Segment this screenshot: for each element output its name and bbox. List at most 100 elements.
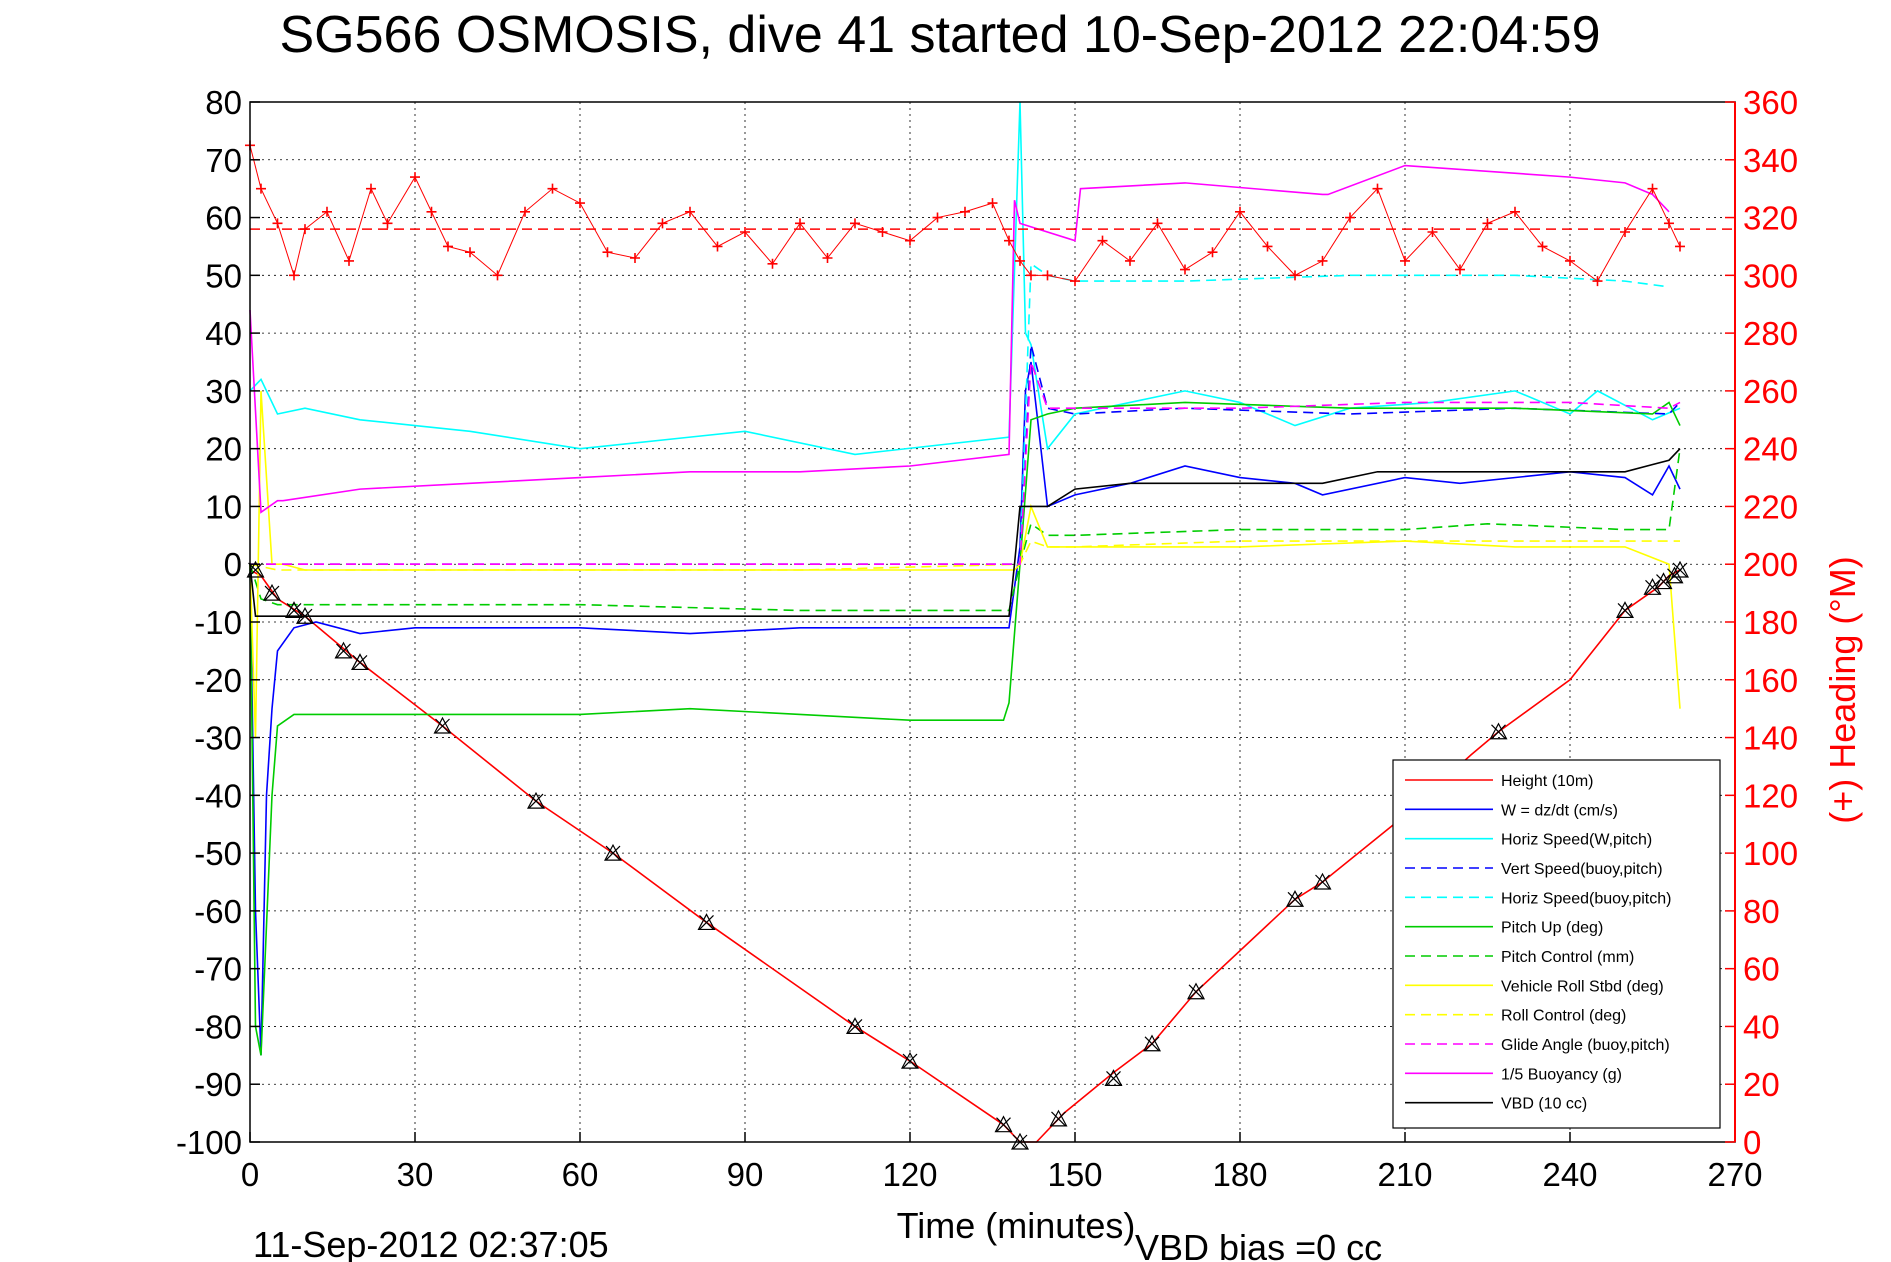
y-tick-label-right: 340 bbox=[1743, 142, 1798, 179]
heading-point bbox=[1675, 241, 1685, 252]
x-axis-label: Time (minutes) bbox=[897, 1205, 1136, 1246]
heading-point bbox=[1026, 270, 1036, 281]
x-tick-label: 120 bbox=[882, 1156, 937, 1193]
sample-x-marker bbox=[1315, 874, 1330, 890]
y-axis-right-label: (+) Heading (°M) bbox=[1822, 556, 1863, 823]
y-tick-label-right: 320 bbox=[1743, 200, 1798, 237]
legend: Height (10m) W = dz/dt (cm/s) Horiz Speed(… bbox=[1392, 759, 1721, 1129]
heading-point bbox=[520, 206, 530, 217]
heading-point bbox=[300, 224, 310, 235]
sample-triangle-marker bbox=[296, 606, 314, 624]
y-tick-label-right: 120 bbox=[1743, 777, 1798, 814]
sample-triangle-marker bbox=[1143, 1034, 1161, 1052]
heading-point bbox=[1455, 264, 1465, 275]
x-tick-label: 180 bbox=[1212, 1156, 1267, 1193]
sample-triangle-marker bbox=[901, 1051, 919, 1069]
sample-x-marker bbox=[1617, 603, 1633, 618]
heading-point bbox=[344, 255, 354, 266]
footer-vbd-bias: VBD bias =0 cc bbox=[1135, 1227, 1382, 1262]
series-heading-line bbox=[249, 145, 1681, 282]
sample-x-marker bbox=[699, 915, 714, 930]
heading-point bbox=[850, 218, 860, 229]
y-tick-label-left: -40 bbox=[194, 777, 242, 814]
y-tick-label-left: 50 bbox=[205, 257, 242, 294]
heading-point bbox=[877, 227, 888, 237]
heading-point bbox=[1004, 235, 1014, 246]
chart-title: SG566 OSMOSIS, dive 41 started 10-Sep-20… bbox=[279, 6, 1600, 64]
y-tick-label-right: 180 bbox=[1743, 604, 1798, 641]
sample-x-marker bbox=[1051, 1111, 1066, 1127]
y-tick-label-left: -50 bbox=[194, 835, 242, 872]
heading-point bbox=[1042, 270, 1053, 281]
y-tick-label-left: -80 bbox=[194, 1008, 242, 1045]
sample-triangle-marker bbox=[527, 791, 545, 809]
sample-triangle-marker bbox=[1187, 982, 1205, 1000]
y-tick-label-left: 10 bbox=[205, 488, 242, 525]
heading-point bbox=[1015, 255, 1025, 266]
sample-x-marker bbox=[297, 608, 313, 624]
series-vbd-10-cc bbox=[249, 448, 1681, 618]
heading-point bbox=[795, 218, 805, 229]
y-tick-label-right: 280 bbox=[1743, 315, 1798, 352]
heading-point bbox=[382, 218, 393, 229]
y-tick-label-right: 40 bbox=[1743, 1008, 1780, 1045]
y-tick-label-left: -10 bbox=[194, 604, 242, 641]
y-tick-label-right: 300 bbox=[1743, 257, 1798, 294]
sample-x-marker bbox=[1656, 574, 1671, 589]
series-pitch-up-deg bbox=[249, 401, 1681, 1056]
y-tick-label-right: 80 bbox=[1743, 893, 1780, 930]
series-horiz-speed-w-pitch bbox=[249, 101, 1681, 456]
heading-point bbox=[1400, 255, 1410, 266]
sample-x-marker bbox=[1106, 1071, 1121, 1086]
heading-point bbox=[1427, 227, 1438, 237]
sample-x-marker bbox=[1672, 562, 1688, 578]
sample-triangle-marker bbox=[994, 1115, 1013, 1133]
sample-triangle-marker bbox=[846, 1017, 864, 1035]
y-tick-label-right: 260 bbox=[1743, 373, 1798, 410]
sample-x-marker bbox=[1491, 724, 1506, 740]
sample-triangle-marker bbox=[1671, 560, 1689, 578]
sample-triangle-marker bbox=[697, 913, 716, 931]
heading-point bbox=[657, 218, 668, 229]
sample-x-marker bbox=[435, 718, 450, 734]
heading-point bbox=[575, 198, 585, 209]
heading-point bbox=[1482, 218, 1493, 229]
heading-point bbox=[272, 218, 283, 229]
sample-x-marker bbox=[336, 643, 351, 659]
y-tick-label-right: 240 bbox=[1743, 431, 1798, 468]
heading-point bbox=[1372, 183, 1383, 194]
y-tick-label-right: 60 bbox=[1743, 951, 1780, 988]
x-tick-label: 150 bbox=[1047, 1156, 1102, 1193]
y-tick-label-left: 80 bbox=[205, 84, 242, 121]
heading-point bbox=[1537, 241, 1548, 252]
sample-triangle-marker bbox=[1313, 872, 1332, 890]
heading-point bbox=[905, 235, 915, 246]
legend-box bbox=[1392, 759, 1721, 1129]
heading-point bbox=[767, 258, 778, 269]
x-tick-label: 270 bbox=[1707, 1156, 1762, 1193]
legend-label: Pitch Up (deg) bbox=[1501, 920, 1603, 937]
y-tick-label-left: -20 bbox=[194, 662, 242, 699]
heading-point bbox=[1290, 270, 1300, 281]
x-tick-label: 30 bbox=[397, 1156, 434, 1193]
heading-point bbox=[410, 172, 420, 183]
y-tick-label-right: 20 bbox=[1743, 1066, 1780, 1103]
heading-point bbox=[1207, 247, 1218, 258]
sample-x-marker bbox=[248, 562, 263, 578]
heading-point bbox=[443, 241, 453, 252]
heading-point bbox=[322, 206, 332, 217]
sample-x-marker bbox=[902, 1053, 918, 1069]
series-pitch-control-mm bbox=[249, 448, 1681, 612]
legend-label: W = dz/dt (cm/s) bbox=[1501, 802, 1618, 819]
sample-x-marker bbox=[528, 793, 544, 809]
y-tick-label-right: 140 bbox=[1743, 720, 1798, 757]
y-tick-label-right: 160 bbox=[1743, 662, 1798, 699]
heading-point bbox=[987, 198, 998, 209]
x-tick-label: 210 bbox=[1377, 1156, 1432, 1193]
y-tick-label-left: 70 bbox=[205, 142, 242, 179]
legend-label: Glide Angle (buoy,pitch) bbox=[1501, 1037, 1670, 1054]
heading-point bbox=[1152, 218, 1163, 229]
heading-point bbox=[465, 247, 475, 258]
heading-point bbox=[1647, 183, 1658, 194]
